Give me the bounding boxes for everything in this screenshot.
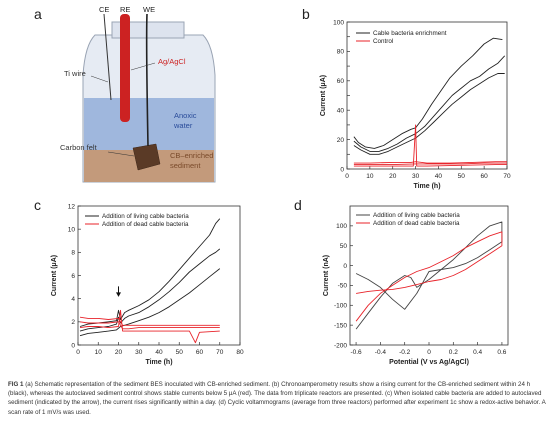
water-label: water (173, 121, 193, 130)
y-tick-label: 2 (71, 319, 75, 326)
x-tick-label: 0 (345, 173, 349, 180)
y-tick-label: 0 (71, 342, 75, 349)
ti-wire-label: Ti wire (64, 69, 86, 78)
cb-enriched-label: CB–enriched (170, 151, 213, 160)
x-tick-label: 80 (236, 349, 244, 356)
x-tick-label: 0.4 (473, 349, 482, 356)
y-tick-label: 12 (68, 203, 76, 210)
legend-label: Addition of dead cable bacteria (373, 220, 460, 227)
legend-label: Addition of living cable bacteria (373, 212, 460, 219)
series-line-c-4 (79, 321, 220, 330)
x-tick-label: 10 (366, 173, 374, 180)
x-tick-label: 10 (95, 349, 103, 356)
x-tick-label: -0.4 (375, 349, 387, 356)
x-tick-label: 20 (389, 173, 397, 180)
x-axis-label: Time (h) (145, 359, 172, 366)
x-tick-label: 50 (176, 349, 184, 356)
water-layer (84, 98, 214, 150)
series-line-b-2 (353, 73, 505, 155)
panel-letter-a: a (34, 6, 42, 22)
series-line-b-5 (353, 124, 507, 167)
x-tick-label: 30 (412, 173, 420, 180)
x-tick-label: 30 (135, 349, 143, 356)
x-tick-label: 20 (115, 349, 123, 356)
y-tick-label: 8 (71, 250, 75, 257)
ce-label: CE (99, 5, 109, 14)
series-line-c-5 (79, 309, 220, 344)
y-tick-label: 20 (337, 137, 345, 144)
caption-text: (a) Schematic representation of the sedi… (8, 381, 546, 416)
y-tick-label: 100 (336, 223, 347, 230)
y-tick-label: 0 (343, 263, 347, 270)
caption-fig-label: FIG 1 (8, 381, 24, 388)
sediment-label: sediment (170, 161, 201, 170)
x-tick-label: -0.6 (350, 349, 362, 356)
x-tick-label: 0.6 (497, 349, 506, 356)
series-line-b-1 (353, 55, 506, 152)
x-tick-label: 0 (76, 349, 80, 356)
x-tick-label: 0.2 (449, 349, 458, 356)
panel-letter-b: b (302, 6, 310, 22)
legend-label: Cable bacteria enrichment (373, 30, 447, 37)
panel-letter-c: c (34, 197, 41, 213)
carbon-felt-label: Carbon felt (60, 143, 98, 152)
x-tick-label: 40 (435, 173, 443, 180)
ce-wire (103, 13, 112, 101)
reference-electrode (120, 14, 130, 122)
y-tick-label: -200 (334, 342, 347, 349)
x-tick-label: 70 (503, 173, 511, 180)
series-line-c-3 (79, 316, 220, 326)
series-line-c-0 (79, 218, 221, 327)
y-tick-label: 10 (68, 226, 76, 233)
x-tick-label: -0.2 (399, 349, 411, 356)
series-line-d-1 (355, 231, 503, 322)
ti-wire-leader (90, 75, 109, 83)
ag-agcl-leader (130, 62, 156, 71)
ag-agcl-label: Ag/AgCl (158, 57, 186, 66)
reactor-schematic: CE RE WE Ti wire Ag/AgCl Anoxic water Ca… (60, 5, 216, 183)
we-label: WE (143, 5, 155, 14)
y-tick-label: 80 (337, 49, 345, 56)
series-line-b-0 (353, 37, 503, 149)
legend-label: Control (373, 38, 393, 45)
we-wire (145, 13, 149, 147)
x-axis-label: Potential (V vs Ag/AgCl) (389, 359, 469, 366)
x-tick-label: 50 (458, 173, 466, 180)
x-tick-label: 60 (196, 349, 204, 356)
panel-letter-d: d (294, 197, 302, 213)
y-tick-label: 6 (71, 273, 75, 280)
series-line-c-1 (79, 248, 221, 332)
carbon-felt-leader (107, 151, 135, 157)
y-tick-label: 4 (71, 296, 75, 303)
x-axis-label: Time (h) (413, 183, 440, 190)
y-tick-label: -150 (334, 322, 347, 329)
anoxic-label: Anoxic (174, 111, 197, 120)
y-axis-label: Current (μA) (320, 75, 327, 116)
x-tick-label: 70 (216, 349, 224, 356)
y-tick-label: 60 (337, 78, 345, 85)
series-line-c-2 (79, 268, 221, 337)
arrow-head (116, 292, 121, 297)
x-tick-label: 60 (481, 173, 489, 180)
series-line-d-0 (355, 221, 503, 330)
y-tick-label: -100 (334, 303, 347, 310)
re-label: RE (120, 5, 130, 14)
series-line-b-3 (353, 161, 507, 164)
figure-caption: FIG 1 (a) Schematic representation of th… (8, 380, 548, 417)
legend-label: Addition of living cable bacteria (102, 213, 189, 220)
series-line-b-4 (353, 162, 507, 166)
y-tick-label: -50 (338, 283, 348, 290)
y-axis-label: Current (μA) (51, 255, 58, 296)
y-axis-label: Current (nA) (323, 255, 330, 296)
y-tick-label: 40 (337, 108, 345, 115)
x-tick-label: 0 (427, 349, 431, 356)
y-tick-label: 50 (340, 243, 348, 250)
y-tick-label: 0 (340, 166, 344, 173)
x-tick-label: 40 (155, 349, 163, 356)
legend-label: Addition of dead cable bacteria (102, 221, 189, 228)
y-tick-label: 100 (333, 19, 344, 26)
